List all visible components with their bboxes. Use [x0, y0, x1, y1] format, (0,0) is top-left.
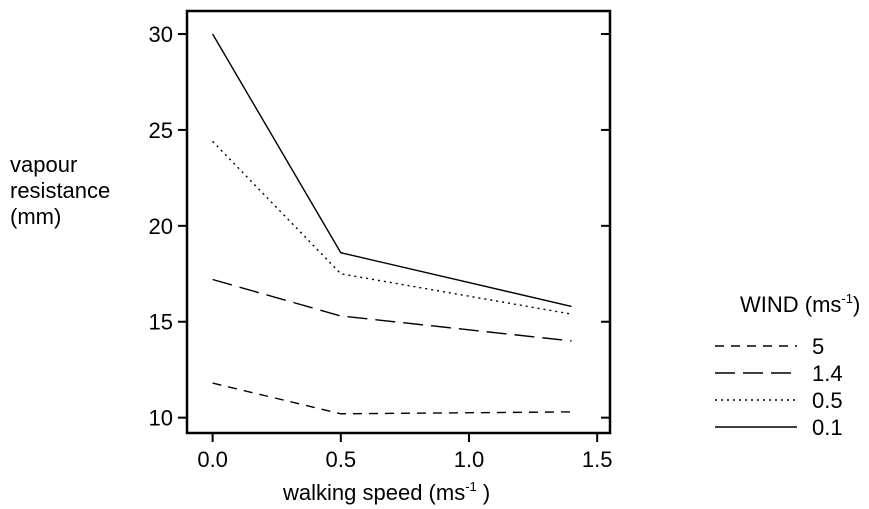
y-axis-label: vapour resistance (mm) — [10, 152, 110, 230]
series-line-0-1 — [211, 33, 572, 308]
y-tick-label: 30 — [149, 22, 173, 47]
legend-title-superscript: -1 — [841, 291, 853, 306]
x-tick-label: 1.0 — [454, 447, 485, 472]
x-tick-label: 0.0 — [197, 447, 228, 472]
y-tick-label: 20 — [149, 214, 173, 239]
y-tick-label: 15 — [149, 310, 173, 335]
legend-label-0-1: 0.1 — [812, 415, 843, 440]
legend-label-5: 5 — [812, 334, 824, 359]
legend-label-0-5: 0.5 — [812, 388, 843, 413]
series-line-1-4 — [212, 278, 572, 342]
y-tick-label: 25 — [149, 118, 173, 143]
x-axis-label-close: ) — [476, 480, 491, 505]
legend-label-1-4: 1.4 — [812, 361, 843, 386]
x-tick-label: 1.5 — [582, 447, 613, 472]
plot-frame — [185, 9, 612, 435]
x-axis-label-text: walking speed (ms — [283, 480, 466, 505]
y-axis-label-line-3: (mm) — [10, 204, 62, 229]
series-line-5 — [212, 382, 572, 415]
x-axis-label: walking speed (ms-1 ) — [283, 480, 490, 506]
y-axis-label-line-1: vapour — [10, 152, 78, 177]
legend-title-close: ) — [852, 292, 861, 317]
y-axis-label-line-2: resistance — [10, 178, 111, 203]
x-tick-label: 0.5 — [326, 447, 357, 472]
y-tick-label: 10 — [149, 406, 173, 431]
legend-title: WIND (ms-1) — [740, 292, 860, 318]
x-axis-label-superscript: -1 — [465, 479, 477, 494]
legend-title-text: WIND (ms — [740, 292, 842, 317]
series-line-0-5 — [212, 140, 572, 315]
